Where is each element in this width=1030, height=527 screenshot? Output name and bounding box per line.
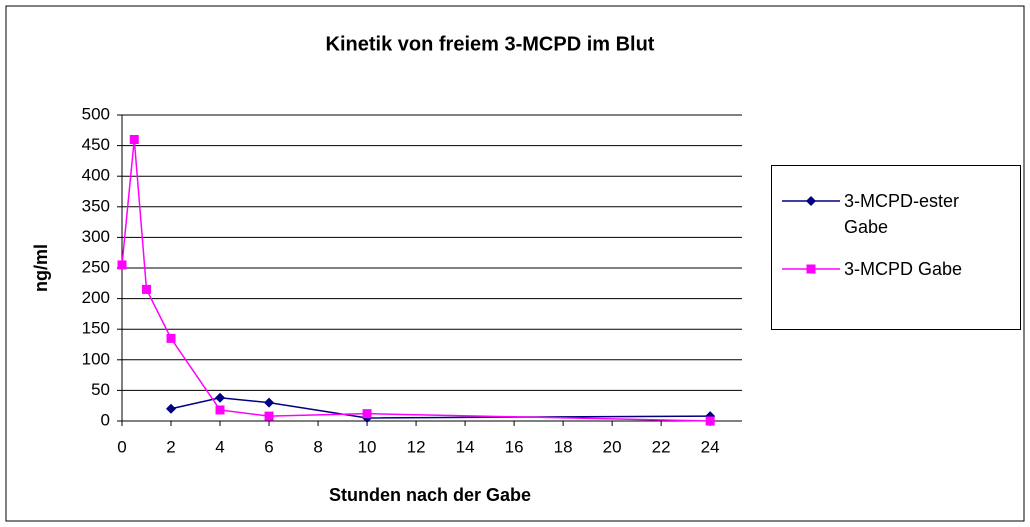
data-point (129, 134, 139, 144)
x-tick-label: 22 (652, 437, 671, 456)
x-axis-title: Stunden nach der Gabe (329, 485, 531, 505)
y-tick-label: 200 (82, 288, 110, 307)
x-tick-label: 0 (117, 437, 126, 456)
x-tick-label: 8 (313, 437, 322, 456)
chart-title: Kinetik von freiem 3-MCPD im Blut (326, 33, 655, 55)
data-point (362, 409, 372, 419)
y-tick-label: 300 (82, 227, 110, 246)
y-axis-title: ng/ml (31, 244, 51, 292)
x-tick-label: 10 (358, 437, 377, 456)
x-tick-label: 24 (701, 437, 720, 456)
data-point (705, 416, 715, 426)
legend-label: 3-MCPD-ester Gabe (844, 191, 960, 237)
x-tick-label: 12 (407, 437, 426, 456)
series-line (121, 139, 711, 422)
x-tick-label: 4 (215, 437, 224, 456)
y-tick-label: 100 (82, 349, 110, 368)
data-point (215, 392, 226, 403)
legend-label: 3-MCPD Gabe (844, 259, 963, 279)
y-tick-label: 150 (82, 319, 110, 338)
legend-marker (806, 264, 816, 274)
data-point (117, 260, 127, 270)
x-tick-label: 14 (456, 437, 475, 456)
legend-entry: 3-MCPD Gabe (782, 256, 1004, 282)
y-tick-label: 450 (82, 135, 110, 154)
x-tick-label: 16 (505, 437, 524, 456)
legend-swatch (782, 264, 840, 274)
x-tick-label: 6 (264, 437, 273, 456)
y-tick-label: 500 (82, 104, 110, 123)
y-tick-label: 350 (82, 196, 110, 215)
y-tick-label: 250 (82, 257, 110, 276)
data-point (166, 403, 177, 414)
legend-entry: 3-MCPD-ester Gabe (782, 188, 1004, 240)
y-tick-label: 50 (91, 380, 110, 399)
legend-swatch (782, 196, 840, 206)
data-point (264, 411, 274, 421)
y-tick-label: 400 (82, 166, 110, 185)
data-point (215, 405, 225, 415)
data-point (142, 284, 152, 294)
x-tick-label: 18 (554, 437, 573, 456)
x-tick-label: 2 (166, 437, 175, 456)
x-tick-label: 20 (603, 437, 622, 456)
data-point (264, 397, 275, 408)
legend-marker (806, 196, 816, 206)
legend: 3-MCPD-ester Gabe 3-MCPD Gabe (771, 165, 1021, 330)
y-tick-label: 0 (101, 410, 110, 429)
data-point (166, 333, 176, 343)
